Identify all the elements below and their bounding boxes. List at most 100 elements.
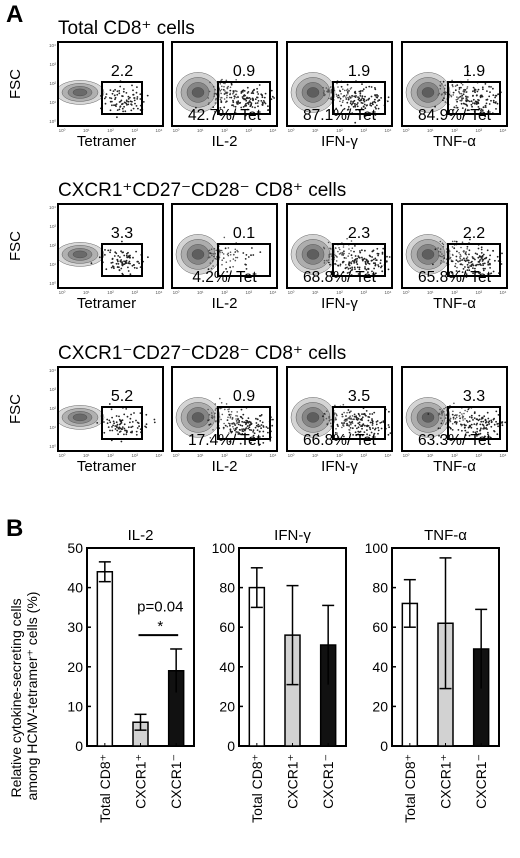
event-dot <box>237 95 239 98</box>
event-dot <box>347 268 350 270</box>
event-dot <box>119 256 121 258</box>
event-dot <box>385 260 388 263</box>
event-dot <box>239 415 242 418</box>
event-dot <box>106 418 109 421</box>
event-dot <box>227 408 229 411</box>
event-dot <box>221 259 223 262</box>
event-dot <box>244 432 246 435</box>
event-dot <box>235 420 238 422</box>
event-dot <box>367 425 370 427</box>
event-dot <box>135 433 138 436</box>
event-dot <box>346 109 349 111</box>
event-dot <box>107 249 110 252</box>
event-dot <box>209 256 211 258</box>
event-dot <box>468 434 471 437</box>
event-dot <box>226 419 229 421</box>
event-dot <box>381 270 384 273</box>
event-dot <box>343 257 346 259</box>
event-dot <box>444 92 447 94</box>
event-dot <box>261 103 264 106</box>
event-dots <box>175 72 277 117</box>
event-dot <box>225 261 228 264</box>
fsc-axis-label: FSC <box>7 394 24 424</box>
event-dot <box>348 106 350 108</box>
tiny-tick-label: 10² <box>336 290 343 295</box>
event-dot <box>483 262 486 265</box>
event-dot <box>500 263 503 265</box>
event-dot <box>490 421 493 424</box>
tiny-tick-label: 10² <box>451 453 458 458</box>
event-dot <box>344 420 347 422</box>
event-dot <box>484 83 487 85</box>
event-dot <box>443 87 446 90</box>
event-dot <box>343 411 345 414</box>
event-dot <box>472 98 475 101</box>
tiny-tick-label: 10⁰ <box>173 290 180 295</box>
flow-plot: 2.3 68.8%/ Tet 10⁰ 10¹ 10² 10³ 10⁴ IFN-γ <box>286 203 393 312</box>
event-dot <box>458 86 461 89</box>
event-dot <box>246 108 249 111</box>
event-dot <box>260 424 263 426</box>
event-dot <box>476 263 478 266</box>
event-dot <box>361 249 363 252</box>
tiny-tick-label: 10² <box>107 128 114 133</box>
tiny-tick-label: 10³ <box>475 290 482 295</box>
event-dot <box>442 410 445 413</box>
event-dot <box>381 251 384 254</box>
event-dot <box>351 268 354 270</box>
event-dot <box>350 240 353 242</box>
event-dot <box>456 266 458 269</box>
event-dot <box>441 242 444 245</box>
event-dot <box>343 419 346 422</box>
event-dot <box>488 263 491 265</box>
x-axis-label: Tetramer <box>77 295 136 312</box>
event-dot <box>369 421 372 424</box>
tiny-tick-label: 10¹ <box>312 128 319 133</box>
gate-box <box>101 81 143 115</box>
tiny-tick-label: 10⁰ <box>288 290 295 295</box>
event-dot <box>458 96 461 99</box>
event-dot <box>389 432 392 434</box>
event-dot <box>363 103 366 106</box>
event-dot <box>233 253 235 256</box>
event-dot <box>439 255 442 257</box>
event-dot <box>369 255 372 258</box>
event-dot <box>104 254 106 256</box>
event-dot <box>323 262 326 264</box>
gate-value: 2.2 <box>111 63 133 80</box>
event-dots <box>58 403 156 443</box>
tiny-tick-label: 10¹ <box>427 453 434 458</box>
event-dot <box>142 101 145 103</box>
event-dot <box>458 88 461 90</box>
event-dot <box>467 431 469 434</box>
event-dot <box>219 107 222 109</box>
event-dot <box>471 260 473 263</box>
event-dot <box>129 273 132 276</box>
tiny-tick-label: 10⁴ <box>385 128 392 133</box>
event-dot <box>334 417 337 419</box>
event-dot <box>330 253 332 255</box>
event-dot <box>337 264 340 267</box>
event-dot <box>128 260 131 263</box>
event-dot <box>110 97 113 100</box>
category-label: CXCR1⁻ <box>473 754 489 809</box>
event-dot <box>225 403 228 405</box>
event-dot <box>228 408 230 410</box>
event-dot <box>453 106 456 109</box>
event-dot <box>460 424 463 427</box>
event-dot <box>346 83 349 86</box>
event-dot <box>230 431 233 434</box>
event-dot <box>359 92 362 95</box>
event-dot <box>380 427 383 430</box>
event-dot <box>139 98 142 100</box>
event-dot <box>230 413 232 416</box>
event-dots <box>405 397 507 441</box>
event-dot <box>356 266 359 269</box>
tetramer-percent: 17.4%/ Tet <box>188 432 262 449</box>
event-dot <box>130 426 133 429</box>
event-dot <box>440 436 442 439</box>
row-title: CXCR1⁺CD27⁻CD28⁻ CD8⁺ cells <box>58 180 346 201</box>
event-dot <box>122 90 125 93</box>
event-dot <box>374 428 376 431</box>
x-axis-label: IL-2 <box>212 295 238 312</box>
